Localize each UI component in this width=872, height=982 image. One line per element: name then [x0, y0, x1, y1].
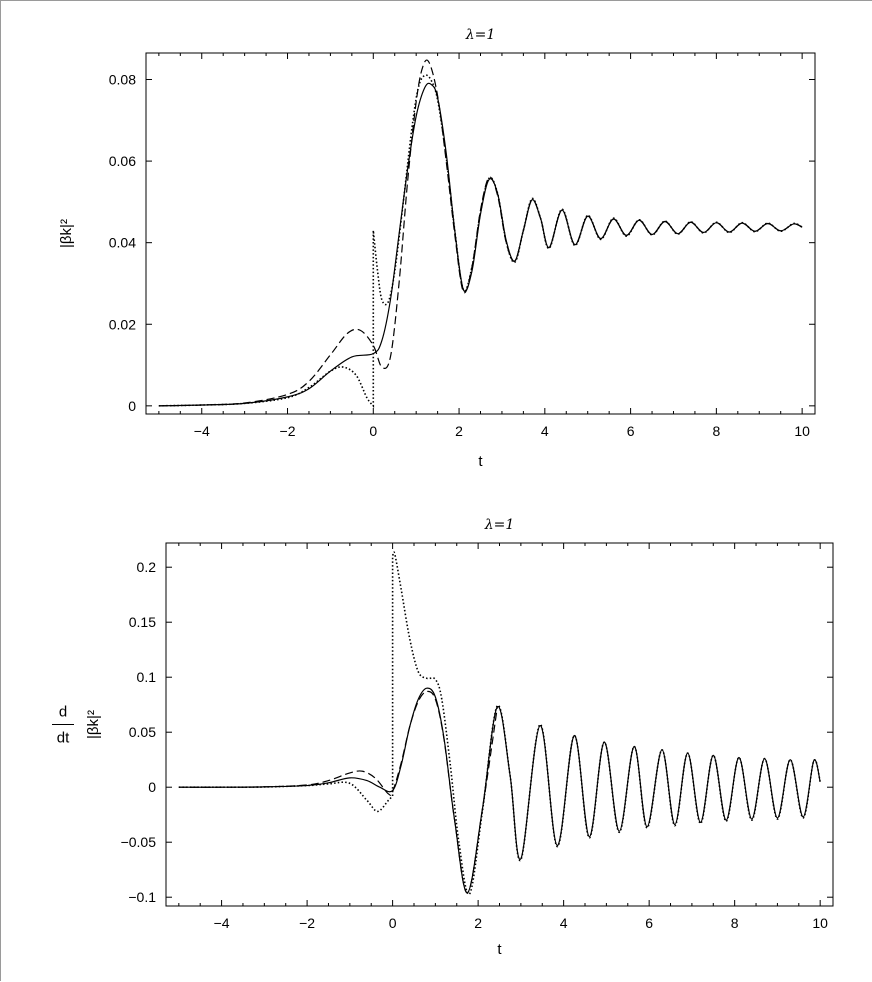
x-tick-label: −4	[194, 423, 210, 439]
chart-title: λ=1	[465, 27, 496, 43]
y-axis-title-dt: dt	[57, 730, 70, 747]
series-line-dashed	[178, 690, 498, 894]
x-tick-label: 2	[455, 423, 463, 439]
series-line-dotted	[158, 74, 803, 409]
plot-frame	[145, 52, 816, 415]
x-axis-title: t	[478, 453, 483, 470]
y-tick-label: 0	[148, 779, 156, 795]
chart-title: λ=1	[484, 517, 515, 533]
x-tick-label: 8	[731, 915, 739, 931]
y-tick-label: 0.05	[129, 724, 156, 740]
x-tick-label: 8	[712, 423, 720, 439]
x-tick-label: 10	[812, 915, 828, 931]
y-tick-label: 0.15	[129, 614, 156, 630]
x-tick-label: −2	[280, 423, 296, 439]
series-line-dashed	[158, 59, 803, 407]
y-tick-label: 0.02	[109, 316, 136, 332]
x-tick-label: −2	[299, 915, 315, 931]
y-axis-title-expr: |βk|²	[85, 710, 102, 739]
y-axis-title: |βk|²	[58, 219, 75, 248]
x-tick-label: 10	[794, 423, 810, 439]
x-tick-label: 6	[645, 915, 653, 931]
x-tick-label: 0	[369, 423, 377, 439]
x-tick-label: 4	[560, 915, 568, 931]
series-line-dotted	[178, 551, 821, 895]
y-tick-label: 0.08	[109, 72, 136, 88]
y-tick-label: 0	[128, 398, 136, 414]
y-tick-label: 0.2	[137, 559, 157, 575]
y-tick-label: −0.1	[128, 889, 156, 905]
x-tick-label: −4	[214, 915, 230, 931]
plot-frame	[165, 542, 834, 907]
series-line-solid	[178, 687, 821, 894]
y-axis-title-d: d	[59, 704, 67, 721]
y-tick-label: −0.05	[121, 834, 157, 850]
x-axis-title: t	[497, 941, 502, 958]
y-tick-label: 0.04	[109, 235, 136, 251]
chart-2: λ=1 −4 −2 0 2 4 6 8 10 −0.1 −0.05 0 0.05 0.1 0.15 0.2 t d…	[52, 517, 834, 958]
x-tick-label: 0	[389, 915, 397, 931]
x-tick-label: 4	[541, 423, 549, 439]
series-line-solid	[158, 82, 803, 407]
y-tick-label: 0.06	[109, 153, 136, 169]
chart-1: λ=1 −4 −2 0 2 4 6 8 10 0 0.02 0.04 0.06 0.08 t |βk|²	[58, 27, 816, 470]
x-tick-label: 6	[627, 423, 635, 439]
y-tick-label: 0.1	[137, 669, 157, 685]
x-tick-label: 2	[474, 915, 482, 931]
